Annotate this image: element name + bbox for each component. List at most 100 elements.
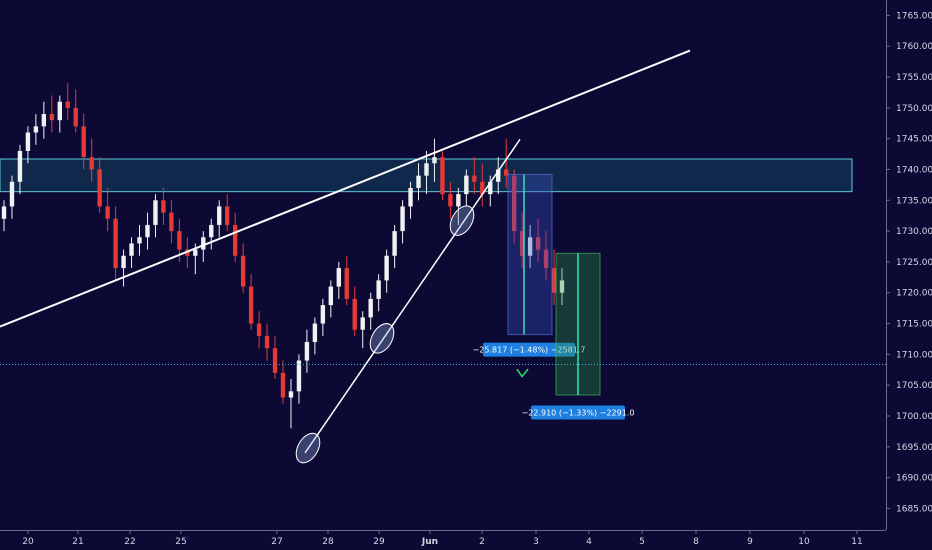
candle-body bbox=[217, 206, 222, 225]
y-tick-label: 1755.000 bbox=[896, 73, 932, 83]
candle-body bbox=[408, 187, 413, 207]
candle-body bbox=[161, 200, 166, 213]
y-tick-label: 1710.000 bbox=[896, 350, 932, 360]
candle-body bbox=[424, 163, 429, 176]
candle-body bbox=[121, 255, 126, 269]
y-tick-label: 1730.000 bbox=[896, 227, 932, 237]
candle-body bbox=[464, 175, 469, 195]
candle-body bbox=[89, 157, 94, 170]
candle-body bbox=[551, 268, 557, 293]
x-tick-label: 22 bbox=[124, 537, 135, 547]
candle-body bbox=[272, 348, 278, 373]
x-tick-label: 9 bbox=[747, 537, 753, 547]
candle-body bbox=[480, 181, 485, 195]
measure-label-1: −25.817 (−1.48%) −2581.7 bbox=[473, 346, 586, 355]
upper-trendline bbox=[0, 49, 691, 328]
trendlines-layer bbox=[0, 49, 691, 464]
candle-body bbox=[456, 194, 461, 207]
y-tick-label: 1720.000 bbox=[896, 289, 932, 299]
candle-body bbox=[153, 200, 158, 225]
x-tick-label: 2 bbox=[479, 537, 485, 547]
pivot-highlight-ellipse bbox=[295, 432, 321, 464]
candle-body bbox=[193, 249, 198, 256]
candle-body bbox=[448, 194, 453, 207]
candle-body bbox=[240, 255, 246, 287]
candle-body bbox=[432, 157, 437, 164]
candle-body bbox=[488, 181, 493, 195]
x-tick-label: 10 bbox=[798, 537, 810, 547]
candle-body bbox=[296, 360, 302, 392]
x-tick-label: 4 bbox=[586, 537, 592, 547]
candle-body bbox=[256, 323, 262, 336]
x-tick-label: 11 bbox=[851, 537, 862, 547]
y-tick-label: 1685.000 bbox=[896, 504, 932, 514]
pivot-highlight-ellipse bbox=[369, 323, 395, 354]
candle-body bbox=[328, 286, 334, 306]
candle-body bbox=[65, 101, 70, 108]
candle-body bbox=[376, 280, 381, 299]
candle-body bbox=[25, 132, 31, 151]
measure-tools-layer: −25.817 (−1.48%) −2581.7 −22.910 (−1.33%)… bbox=[473, 173, 635, 420]
y-axis: 1765.000 1760.000 1755.000 1750.000 1745.000… bbox=[886, 0, 932, 550]
candle-body bbox=[535, 237, 541, 250]
y-tick-label: 1725.000 bbox=[896, 258, 932, 268]
candle-body bbox=[33, 126, 39, 133]
candle-body bbox=[392, 231, 397, 256]
measure-label-box-1 bbox=[483, 342, 575, 357]
candle-body bbox=[344, 268, 349, 299]
x-tick-label: 21 bbox=[72, 537, 83, 547]
y-tick-label: 1690.000 bbox=[896, 474, 932, 484]
candle-body bbox=[49, 114, 55, 121]
x-tick-label: 29 bbox=[373, 537, 385, 547]
candle-body bbox=[1, 206, 7, 219]
candle-body bbox=[248, 286, 254, 324]
candle-body bbox=[360, 317, 365, 330]
candle-body bbox=[113, 218, 118, 269]
candle-body bbox=[264, 335, 270, 349]
y-tick-label: 1765.000 bbox=[896, 11, 932, 21]
candle-body bbox=[304, 342, 310, 361]
candle-body bbox=[543, 249, 549, 269]
candle-body bbox=[320, 305, 326, 324]
y-tick-label: 1695.000 bbox=[896, 443, 932, 453]
candle-body bbox=[416, 175, 421, 188]
y-tick-label: 1735.000 bbox=[896, 196, 932, 206]
x-tick-label: 8 bbox=[693, 537, 699, 547]
y-tick-label: 1745.000 bbox=[896, 135, 932, 145]
candle-body bbox=[225, 206, 230, 225]
candle-body bbox=[368, 298, 373, 318]
candle-body bbox=[41, 114, 47, 127]
candle-body bbox=[496, 169, 501, 182]
x-tick-label: 27 bbox=[271, 537, 282, 547]
candle-body bbox=[97, 169, 102, 207]
candle-body bbox=[9, 181, 15, 207]
candle-body bbox=[288, 391, 294, 398]
candle-body bbox=[177, 231, 182, 250]
candle-body bbox=[559, 280, 565, 293]
y-tick-label: 1700.000 bbox=[896, 412, 932, 422]
y-tick-label: 1760.000 bbox=[896, 42, 932, 52]
x-tick-label: 20 bbox=[22, 537, 34, 547]
pivot-highlight-ellipse bbox=[449, 205, 475, 236]
measure-label-box-2 bbox=[531, 405, 625, 420]
candle-body bbox=[352, 298, 357, 330]
candle-body bbox=[17, 150, 23, 182]
candle-body bbox=[232, 224, 238, 256]
candle-body bbox=[81, 126, 86, 158]
measure-box-1 bbox=[507, 173, 553, 336]
y-tick-label: 1750.000 bbox=[896, 104, 932, 114]
measure-label-2: −22.910 (−1.33%) −2291.0 bbox=[522, 409, 635, 418]
candles-layer bbox=[1, 83, 565, 429]
y-tick-label: 1705.000 bbox=[896, 381, 932, 391]
measure-arrowhead-1 bbox=[516, 368, 529, 378]
x-tick-label: 5 bbox=[639, 537, 645, 547]
y-tick-label: 1740.000 bbox=[896, 165, 932, 175]
candle-body bbox=[384, 255, 389, 281]
y-axis-panel bbox=[886, 0, 932, 550]
x-axis: 20 21 22 25 27 28 29 Jun 2 3 4 5 8 9 10 11 bbox=[0, 530, 886, 547]
candle-body bbox=[336, 268, 341, 287]
candle-body bbox=[209, 224, 214, 238]
candle-body bbox=[519, 231, 525, 256]
candle-body bbox=[129, 243, 134, 256]
